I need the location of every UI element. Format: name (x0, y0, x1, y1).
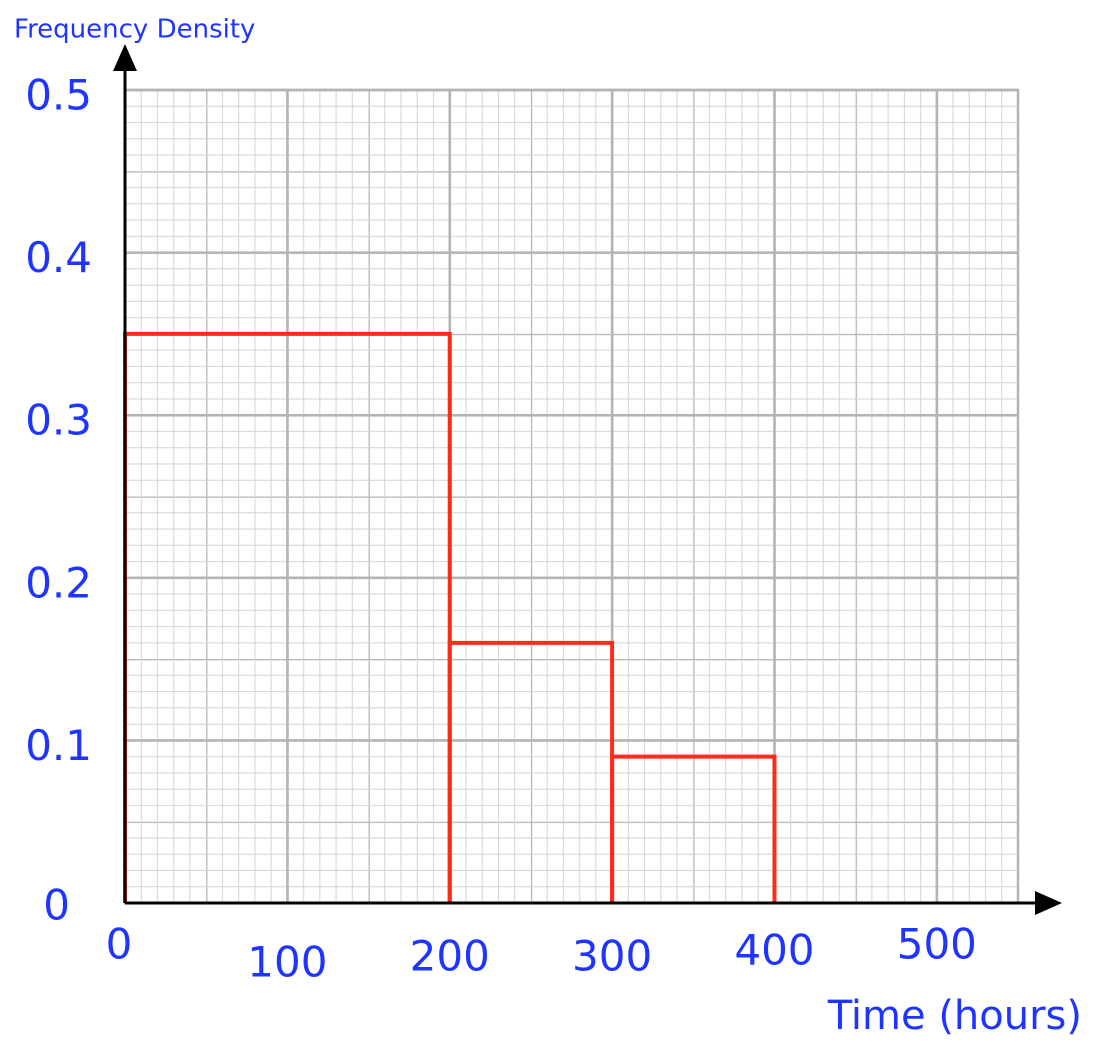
x-tick-label: 0 (106, 920, 133, 969)
bar (610, 754, 777, 903)
x-tick-label: 100 (247, 938, 327, 987)
y-tick-label: 0 (43, 881, 70, 930)
y-tick-label: 0.3 (25, 396, 92, 445)
x-tick-label: 400 (734, 926, 814, 975)
grid (123, 88, 1020, 905)
x-tick-label: 200 (410, 932, 490, 981)
y-tick-label: 0.4 (25, 233, 92, 282)
y-tick-label: 0.1 (25, 721, 92, 770)
x-axis-label: Time (hours) (827, 993, 1082, 1039)
x-tick-label: 300 (572, 932, 652, 981)
y-tick-label: 0.5 (25, 71, 92, 120)
x-tick-label: 500 (897, 920, 977, 969)
chart-title: Frequency Density (14, 15, 255, 45)
y-tick-label: 0.2 (25, 558, 92, 607)
graph-paper (123, 88, 1020, 905)
